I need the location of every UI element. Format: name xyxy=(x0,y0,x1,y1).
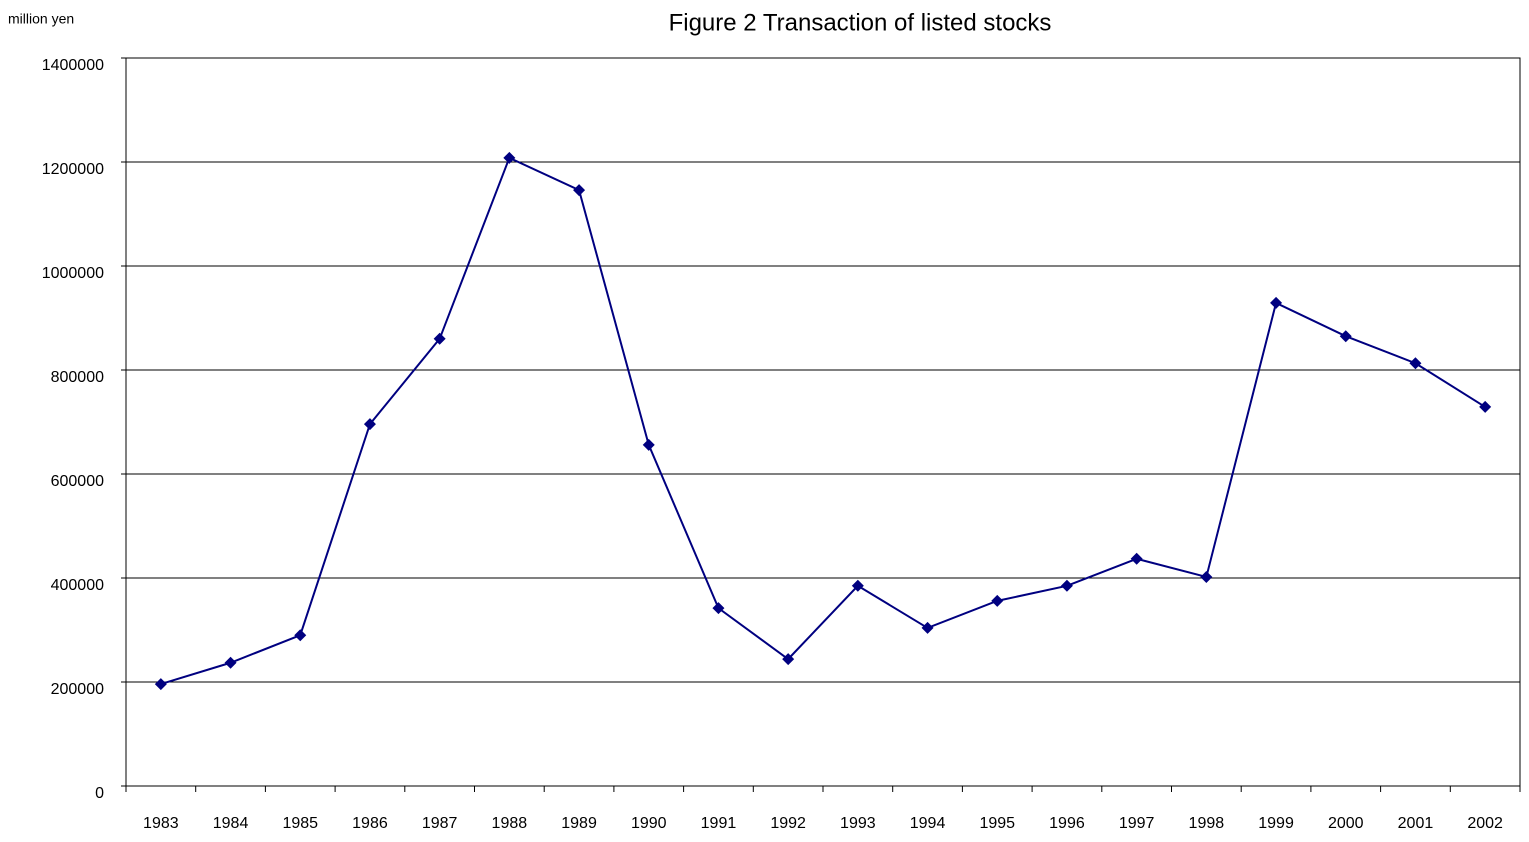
data-point xyxy=(1060,579,1073,592)
data-point xyxy=(991,594,1004,607)
chart-title: Figure 2 Transaction of listed stocks xyxy=(669,9,1052,36)
x-tick-label: 1983 xyxy=(143,815,179,832)
data-line xyxy=(160,156,1486,686)
x-tick-label: 2001 xyxy=(1398,815,1434,832)
data-point xyxy=(1339,330,1352,343)
data-point xyxy=(503,151,516,164)
y-tick-label: 800000 xyxy=(51,369,104,386)
x-tick-label: 1989 xyxy=(561,815,597,832)
data-point xyxy=(782,653,795,666)
plot-area xyxy=(125,57,1521,787)
data-point xyxy=(1130,552,1143,565)
data-point xyxy=(1409,357,1422,370)
x-tick-label: 1998 xyxy=(1189,815,1225,832)
x-tick-label: 1988 xyxy=(492,815,528,832)
y-tick-label: 200000 xyxy=(51,681,104,698)
data-point xyxy=(642,438,655,451)
data-point xyxy=(154,678,167,691)
x-tick-label: 1992 xyxy=(770,815,806,832)
y-tick-label: 400000 xyxy=(51,577,104,594)
x-tick-label: 2000 xyxy=(1328,815,1364,832)
data-point xyxy=(433,332,446,345)
x-tick-label: 1987 xyxy=(422,815,458,832)
data-point xyxy=(1270,296,1283,309)
data-point xyxy=(921,621,934,634)
x-tick-label: 1999 xyxy=(1258,815,1294,832)
y-tick-label: 1000000 xyxy=(42,265,104,282)
x-tick-label: 1997 xyxy=(1119,815,1155,832)
x-tick-label: 1991 xyxy=(701,815,737,832)
x-tick-label: 1996 xyxy=(1049,815,1085,832)
data-point xyxy=(851,579,864,592)
y-tick-label: 1400000 xyxy=(42,57,104,74)
y-tick-label: 1200000 xyxy=(42,161,104,178)
data-point xyxy=(363,418,376,431)
y-tick-label: 600000 xyxy=(51,473,104,490)
x-tick-label: 2002 xyxy=(1467,815,1503,832)
x-tick-label: 1986 xyxy=(352,815,388,832)
data-point xyxy=(1200,570,1213,583)
x-tick-label: 1993 xyxy=(840,815,876,832)
x-tick-label: 1990 xyxy=(631,815,667,832)
y-axis-label: million yen xyxy=(8,11,74,27)
y-tick-label: 0 xyxy=(95,785,104,802)
data-point xyxy=(294,629,307,642)
x-tick-label: 1985 xyxy=(282,815,318,832)
data-point xyxy=(573,184,586,197)
x-tick-label: 1984 xyxy=(213,815,249,832)
x-tick-label: 1995 xyxy=(979,815,1015,832)
data-point xyxy=(224,656,237,669)
data-point xyxy=(1479,400,1492,413)
data-point xyxy=(712,602,725,615)
x-tick-label: 1994 xyxy=(910,815,946,832)
